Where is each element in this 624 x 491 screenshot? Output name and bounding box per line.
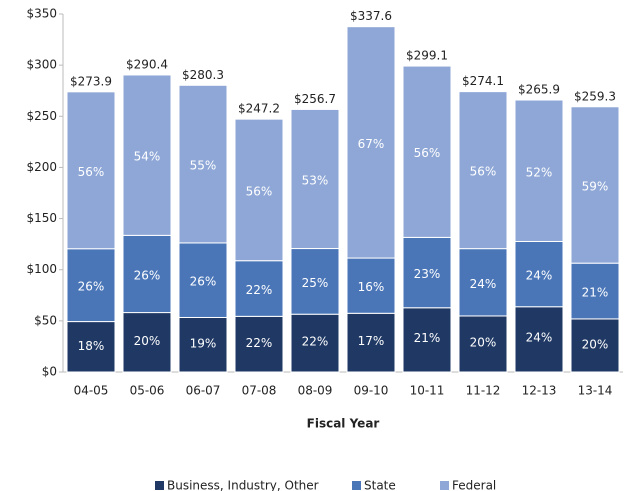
- bar-segment: [514, 99, 564, 242]
- x-tick-label: 12-13: [522, 384, 557, 398]
- segment-label: 22%: [246, 336, 273, 350]
- segment-label: 20%: [470, 336, 497, 350]
- bar-segment: [346, 26, 396, 259]
- segment-label: 55%: [190, 159, 217, 173]
- segment-label: 23%: [414, 267, 441, 281]
- bar-segment: [178, 84, 228, 244]
- bar-segment: [570, 262, 620, 320]
- bar-segment: [346, 312, 396, 373]
- x-tick-label: 06-07: [186, 384, 221, 398]
- y-tick-label: $200: [26, 160, 57, 174]
- total-label: $290.4: [126, 57, 168, 71]
- y-tick-label: $100: [26, 262, 57, 276]
- x-axis-label: Fiscal Year: [307, 417, 380, 431]
- segment-label: 56%: [414, 146, 441, 160]
- segment-label: 18%: [78, 339, 105, 353]
- bar-segment: [178, 316, 228, 373]
- segment-label: 59%: [582, 179, 609, 193]
- total-label: $337.6: [350, 9, 392, 23]
- bar-segment: [178, 242, 228, 318]
- x-tick-label: 05-06: [130, 384, 165, 398]
- legend-swatch: [352, 481, 361, 490]
- y-tick-label: $250: [26, 109, 57, 123]
- bar-segment: [122, 312, 172, 373]
- legend-label: Business, Industry, Other: [167, 479, 319, 491]
- x-tick-label: 07-08: [242, 384, 277, 398]
- segment-label: 16%: [358, 280, 385, 294]
- bar-segment: [402, 236, 452, 309]
- total-label: $259.3: [574, 89, 616, 103]
- segment-label: 53%: [302, 173, 329, 187]
- segment-label: 52%: [526, 165, 553, 179]
- segment-label: 26%: [190, 275, 217, 289]
- x-tick-label: 11-12: [466, 384, 501, 398]
- x-tick-label: 04-05: [74, 384, 109, 398]
- bar-segment: [346, 257, 396, 314]
- segment-label: 20%: [582, 337, 609, 351]
- legend-swatch: [155, 481, 164, 490]
- bar-segment: [290, 313, 340, 373]
- bar-segment: [234, 118, 284, 262]
- bar-segment: [122, 234, 172, 314]
- total-label: $273.9: [70, 74, 112, 88]
- y-tick-label: $0: [42, 365, 57, 379]
- bar-segment: [514, 240, 564, 308]
- bar-segment: [458, 91, 508, 250]
- bar-segment: [234, 260, 284, 317]
- segment-label: 21%: [414, 331, 441, 345]
- segment-label: 56%: [246, 184, 273, 198]
- bar-segment: [458, 248, 508, 317]
- segment-label: 21%: [582, 286, 609, 300]
- segment-label: 24%: [470, 277, 497, 291]
- segment-label: 56%: [470, 165, 497, 179]
- x-tick-label: 13-14: [578, 384, 613, 398]
- legend-label: State: [364, 479, 396, 491]
- bar-segment: [514, 306, 564, 373]
- x-tick-label: 10-11: [410, 384, 445, 398]
- segment-label: 22%: [246, 283, 273, 297]
- segment-label: 26%: [78, 280, 105, 294]
- segment-label: 19%: [190, 337, 217, 351]
- segment-label: 24%: [526, 269, 553, 283]
- bar-segment: [66, 248, 116, 323]
- segment-label: 25%: [302, 276, 329, 290]
- bar-segment: [234, 315, 284, 373]
- total-label: $299.1: [406, 49, 448, 63]
- segment-label: 67%: [358, 137, 385, 151]
- segment-label: 54%: [134, 150, 161, 164]
- bar-segment: [402, 65, 452, 238]
- bar-segment: [570, 106, 620, 264]
- legend-label: Federal: [452, 479, 496, 491]
- bar-segment: [458, 315, 508, 373]
- total-label: $274.1: [462, 74, 504, 88]
- y-tick-label: $150: [26, 211, 57, 225]
- segment-label: 24%: [526, 331, 553, 345]
- segment-label: 56%: [78, 165, 105, 179]
- y-tick-label: $350: [26, 7, 57, 21]
- bar-segment: [570, 318, 620, 373]
- total-label: $280.3: [182, 68, 224, 82]
- legend-swatch: [440, 481, 449, 490]
- bar-segment: [122, 74, 172, 236]
- segment-label: 22%: [302, 335, 329, 349]
- x-tick-label: 09-10: [354, 384, 389, 398]
- x-tick-label: 08-09: [298, 384, 333, 398]
- total-label: $247.2: [238, 102, 280, 116]
- y-tick-label: $300: [26, 58, 57, 72]
- total-label: $265.9: [518, 83, 560, 97]
- y-tick-label: $50: [34, 313, 57, 327]
- bar-segment: [290, 108, 340, 250]
- segment-label: 20%: [134, 334, 161, 348]
- bar-segment: [66, 91, 116, 250]
- segment-label: 17%: [358, 334, 385, 348]
- total-label: $256.7: [294, 92, 336, 106]
- segment-label: 26%: [134, 268, 161, 282]
